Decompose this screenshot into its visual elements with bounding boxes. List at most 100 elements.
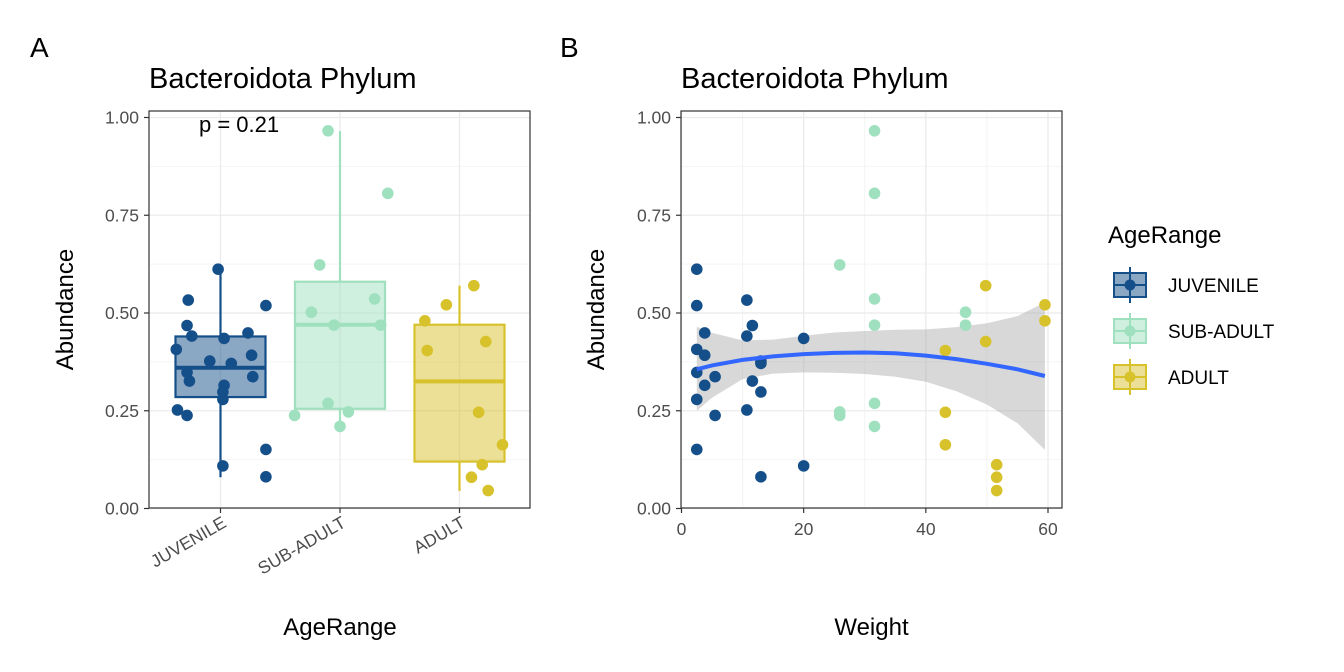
data-point bbox=[959, 319, 972, 331]
data-point bbox=[868, 293, 881, 305]
data-point bbox=[171, 404, 184, 416]
data-point bbox=[170, 343, 183, 356]
data-point bbox=[690, 299, 703, 312]
legend-key-point bbox=[1124, 325, 1136, 337]
data-point bbox=[328, 319, 340, 331]
data-point bbox=[476, 458, 489, 471]
x-tick-label: JUVENILE bbox=[147, 512, 229, 571]
data-point bbox=[709, 409, 721, 422]
data-point bbox=[698, 379, 711, 392]
legend-item: ADULT bbox=[1113, 359, 1229, 395]
data-point bbox=[868, 187, 881, 200]
data-point bbox=[979, 279, 992, 292]
legend-items: JUVENILE SUB-ADULT ADULT bbox=[1113, 267, 1275, 395]
legend-key-point bbox=[1124, 371, 1136, 383]
data-point bbox=[939, 438, 952, 451]
data-point bbox=[374, 319, 387, 331]
legend-label: JUVENILE bbox=[1168, 276, 1259, 297]
legend-title: AgeRange bbox=[1108, 222, 1221, 249]
data-point bbox=[260, 299, 272, 312]
panel-b-x-title: Weight bbox=[834, 614, 909, 641]
x-tick-label: 0 bbox=[677, 519, 687, 539]
data-point bbox=[690, 443, 703, 456]
data-point bbox=[1039, 298, 1051, 311]
y-tick-label: 1.00 bbox=[637, 108, 671, 128]
panel-b-grid bbox=[680, 111, 1062, 510]
data-point bbox=[755, 357, 767, 370]
data-point bbox=[709, 370, 721, 383]
legend-key-point bbox=[1124, 279, 1136, 291]
data-point bbox=[833, 259, 846, 271]
data-point bbox=[186, 330, 198, 342]
data-point bbox=[183, 375, 196, 387]
panel-b-tag: B bbox=[560, 32, 579, 63]
data-point bbox=[979, 335, 992, 348]
data-point bbox=[698, 327, 711, 339]
x-tick-label: SUB-ADULT bbox=[254, 512, 349, 578]
data-point bbox=[939, 406, 952, 419]
data-point bbox=[217, 460, 229, 472]
data-point bbox=[868, 319, 881, 331]
y-tick-label: 0.00 bbox=[105, 499, 139, 519]
y-tick-label: 0.50 bbox=[105, 303, 139, 323]
data-point bbox=[260, 471, 272, 483]
data-point bbox=[939, 344, 952, 357]
y-tick-label: 1.00 bbox=[105, 108, 139, 128]
data-point bbox=[440, 298, 453, 311]
data-point bbox=[260, 443, 272, 456]
data-point bbox=[482, 484, 494, 497]
x-tick-label: ADULT bbox=[410, 512, 469, 558]
panel-b-points bbox=[690, 124, 1051, 497]
data-point bbox=[181, 409, 193, 422]
legend-label: ADULT bbox=[1168, 368, 1229, 389]
data-point bbox=[741, 330, 753, 342]
data-point bbox=[959, 306, 972, 319]
data-point bbox=[797, 332, 810, 345]
data-point bbox=[217, 393, 229, 406]
data-point bbox=[690, 343, 703, 356]
data-point bbox=[746, 375, 759, 387]
panel-a-points bbox=[170, 124, 509, 497]
box bbox=[293, 280, 387, 410]
panel-a-y-axis: 0.00 0.25 0.50 0.75 1.00 bbox=[105, 108, 149, 519]
data-point bbox=[496, 438, 509, 451]
panel-b-title: Bacteroidota Phylum bbox=[681, 63, 949, 95]
data-point bbox=[479, 335, 492, 348]
data-point bbox=[322, 397, 334, 410]
y-tick-label: 0.75 bbox=[105, 205, 139, 225]
data-point bbox=[246, 370, 259, 383]
data-point bbox=[212, 263, 224, 276]
panel-a-boxes bbox=[174, 131, 506, 491]
data-point bbox=[741, 404, 753, 416]
y-tick-label: 0.25 bbox=[105, 401, 139, 421]
data-point bbox=[342, 406, 355, 418]
data-point bbox=[990, 471, 1003, 484]
y-tick-label: 0.25 bbox=[637, 401, 671, 421]
data-point bbox=[755, 386, 767, 398]
panel-a-y-title: Abundance bbox=[52, 249, 79, 370]
data-point bbox=[225, 357, 238, 370]
data-point bbox=[382, 187, 394, 200]
data-point bbox=[472, 406, 485, 419]
data-point bbox=[698, 349, 711, 362]
panel-b-border bbox=[680, 110, 1063, 509]
x-tick-label: 40 bbox=[916, 519, 936, 539]
data-point bbox=[868, 124, 881, 137]
data-point bbox=[990, 458, 1003, 471]
data-point bbox=[245, 349, 258, 362]
data-point bbox=[690, 393, 703, 406]
panel-a-title: Bacteroidota Phylum bbox=[149, 63, 417, 95]
data-point bbox=[868, 420, 881, 433]
data-point bbox=[313, 259, 326, 271]
legend-item: SUB-ADULT bbox=[1113, 313, 1275, 349]
data-point bbox=[419, 315, 431, 327]
data-point bbox=[305, 306, 318, 319]
panel-b: B Bacteroidota Phylum 0.00 0.25 0.50 0.75 1.… bbox=[560, 32, 1063, 641]
panel-a-x-axis: JUVENILE SUB-ADULT ADULT bbox=[147, 508, 469, 578]
x-tick-label: 20 bbox=[794, 519, 814, 539]
data-point bbox=[797, 460, 810, 472]
data-point bbox=[468, 279, 480, 292]
data-point bbox=[1039, 315, 1051, 327]
data-point bbox=[465, 471, 478, 484]
